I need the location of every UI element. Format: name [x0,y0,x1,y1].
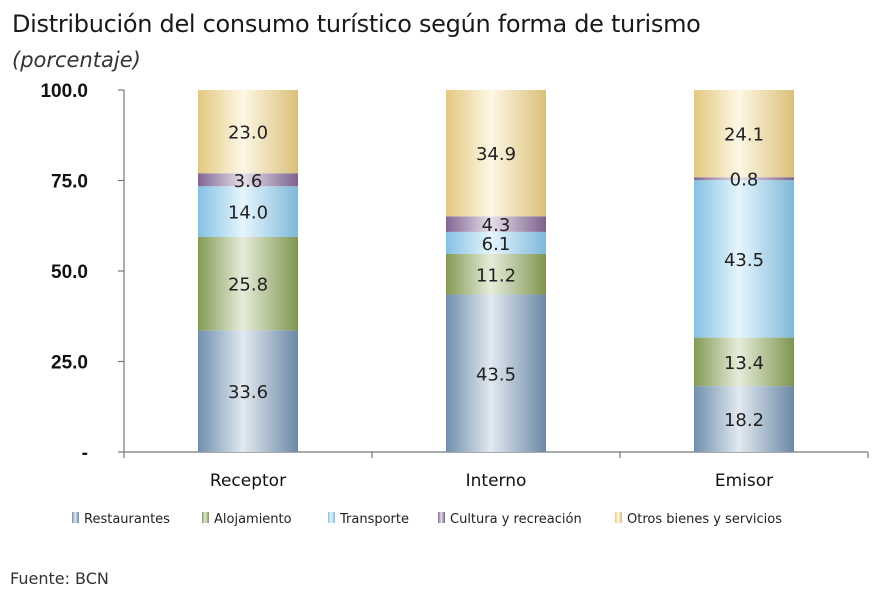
y-tick-label: 25.0 [51,353,88,374]
bar-segment [694,90,794,178]
data-label: 34.9 [476,144,516,165]
chart-title: Distribución del consumo turístico según… [12,10,701,38]
x-category-label: Interno [466,471,527,491]
bar-segment [694,337,794,387]
data-label: 13.4 [724,353,764,374]
bar-segment [694,177,794,181]
bar-segment [446,90,546,217]
bar-segment [198,186,298,237]
data-label: 0.8 [730,170,759,191]
chart-bars [198,90,794,452]
y-tick-label: 50.0 [51,262,88,283]
legend-label: Alojamiento [214,512,292,527]
bar-segment [446,216,546,232]
legend-swatch [202,512,209,523]
chart-data-labels: 33.6 25.8 14.0 3.6 23.0 43.5 11.2 6.14.3 34.9 18.… [228,123,764,431]
legend-swatch [615,512,622,523]
data-label: 18.2 [724,410,764,431]
bar-segment [198,236,298,331]
bar-segment [694,180,794,338]
legend-label: Transporte [339,512,409,527]
bar-segment [446,294,546,452]
y-tick-label: - [82,443,88,464]
bar-segment [694,386,794,452]
chart-axes: - 25.0 50.0 75.0 100.0 Receptor Interno Emisor [40,81,869,491]
chart-legend: Restaurantes Alojamiento Transporte Cultura… [72,512,782,527]
chart-subtitle: (porcentaje) [12,48,141,72]
data-label: 4.3 [482,215,511,236]
y-tick-label: 75.0 [51,172,88,193]
data-label: 6.1 [482,234,511,255]
bar-segment [198,90,298,174]
bar-segment [446,253,546,295]
bar-segment [198,173,298,187]
data-label: 24.1 [724,125,764,146]
x-category-label: Emisor [715,471,773,491]
source-note: Fuente: BCN [10,569,109,588]
legend-label: Otros bienes y servicios [627,512,782,527]
data-label: 3.6 [234,171,263,192]
data-label: 14.0 [228,203,268,224]
data-label: 23.0 [228,123,268,144]
data-label: 43.5 [724,250,764,271]
data-label: 33.6 [228,382,268,403]
legend-label: Cultura y recreación [450,512,582,527]
data-label: 43.5 [476,364,516,385]
data-label: 25.8 [228,275,268,296]
x-category-label: Receptor [210,471,286,491]
legend-swatch [328,512,335,523]
y-tick-label: 100.0 [40,81,88,102]
bar-segment [198,330,298,452]
bar-segment [446,231,546,254]
legend-label: Restaurantes [84,512,170,527]
legend-swatch [438,512,445,523]
legend-swatch [72,512,79,523]
data-label: 11.2 [476,265,516,286]
